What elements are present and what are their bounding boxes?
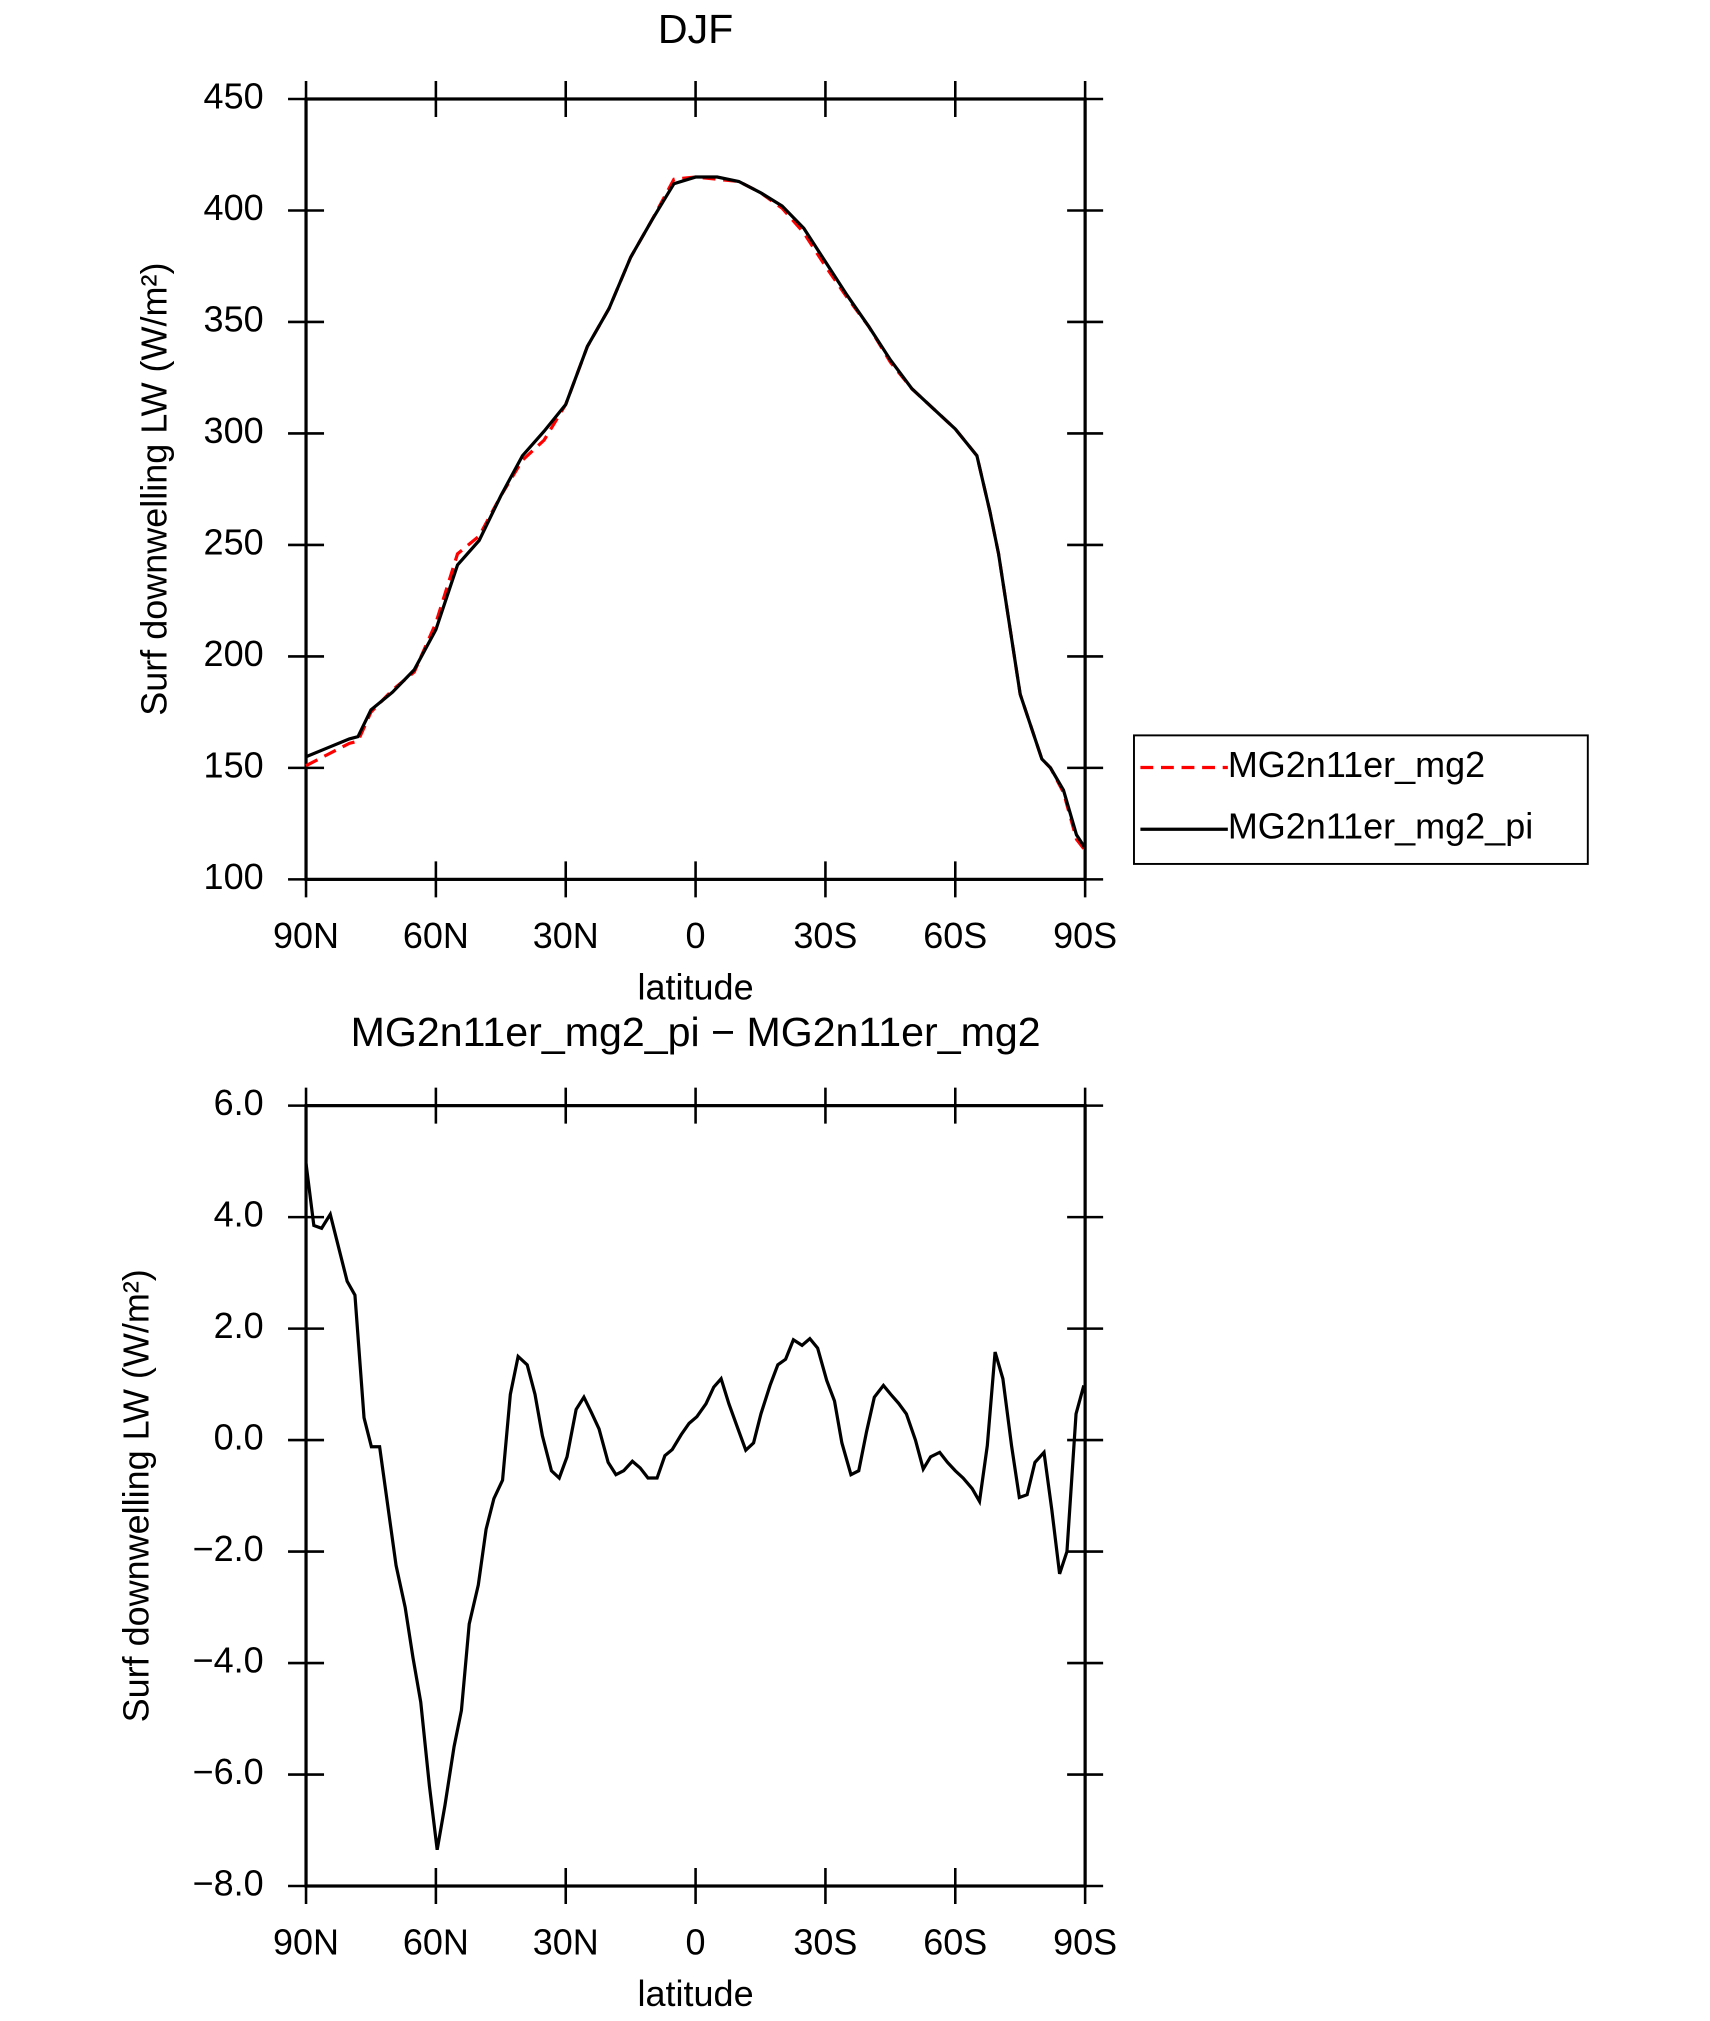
- legend-box: [1133, 734, 1589, 865]
- x-axis-label: latitude: [638, 966, 754, 1007]
- x-tick-label: 60N: [403, 1922, 469, 1963]
- y-tick-label: 6.0: [214, 1082, 264, 1123]
- x-tick-label: 90S: [1053, 1922, 1117, 1963]
- data-line: [305, 175, 1087, 850]
- y-tick-label: 0.0: [214, 1417, 264, 1458]
- x-tick-label: 30S: [793, 915, 857, 956]
- y-tick-label: 100: [204, 856, 264, 897]
- x-tick-label: 0: [686, 1922, 706, 1963]
- y-tick-label: 300: [204, 410, 264, 451]
- y-tick-label: 250: [204, 521, 264, 562]
- y-axis-label: Surf downwelling LW (W/m²): [115, 1269, 156, 1722]
- y-tick-label: 150: [204, 744, 264, 785]
- x-tick-label: 60S: [923, 1922, 987, 1963]
- y-tick-label: 4.0: [214, 1194, 264, 1235]
- y-tick-label: 350: [204, 298, 264, 339]
- y-tick-label: 400: [204, 187, 264, 228]
- y-axis-label: Surf downwelling LW (W/m²): [133, 263, 174, 716]
- legend-label: MG2n11er_mg2_pi: [1228, 806, 1533, 847]
- plot-frame: [304, 97, 1087, 881]
- legend-label: MG2n11er_mg2: [1228, 744, 1485, 785]
- chart-title: DJF: [658, 6, 733, 52]
- plot-frame: [304, 1104, 1087, 1888]
- x-tick-label: 0: [686, 915, 706, 956]
- x-tick-label: 30N: [533, 915, 599, 956]
- x-tick-label: 90N: [273, 915, 339, 956]
- data-line: [305, 175, 1087, 852]
- y-tick-label: −4.0: [193, 1640, 264, 1681]
- x-tick-label: 60N: [403, 915, 469, 956]
- y-tick-label: −6.0: [193, 1751, 264, 1792]
- y-tick-label: −8.0: [193, 1863, 264, 1904]
- x-tick-label: 30S: [793, 1922, 857, 1963]
- y-tick-label: 2.0: [214, 1305, 264, 1346]
- x-tick-label: 90N: [273, 1922, 339, 1963]
- x-tick-label: 90S: [1053, 915, 1117, 956]
- y-tick-label: −2.0: [193, 1528, 264, 1569]
- x-tick-label: 60S: [923, 915, 987, 956]
- data-line: [304, 1163, 1086, 1851]
- y-tick-label: 200: [204, 633, 264, 674]
- x-axis-label: latitude: [638, 1973, 754, 2014]
- chart-title: MG2n11er_mg2_pi − MG2n11er_mg2: [351, 1009, 1041, 1055]
- x-tick-label: 30N: [533, 1922, 599, 1963]
- y-tick-label: 450: [204, 75, 264, 116]
